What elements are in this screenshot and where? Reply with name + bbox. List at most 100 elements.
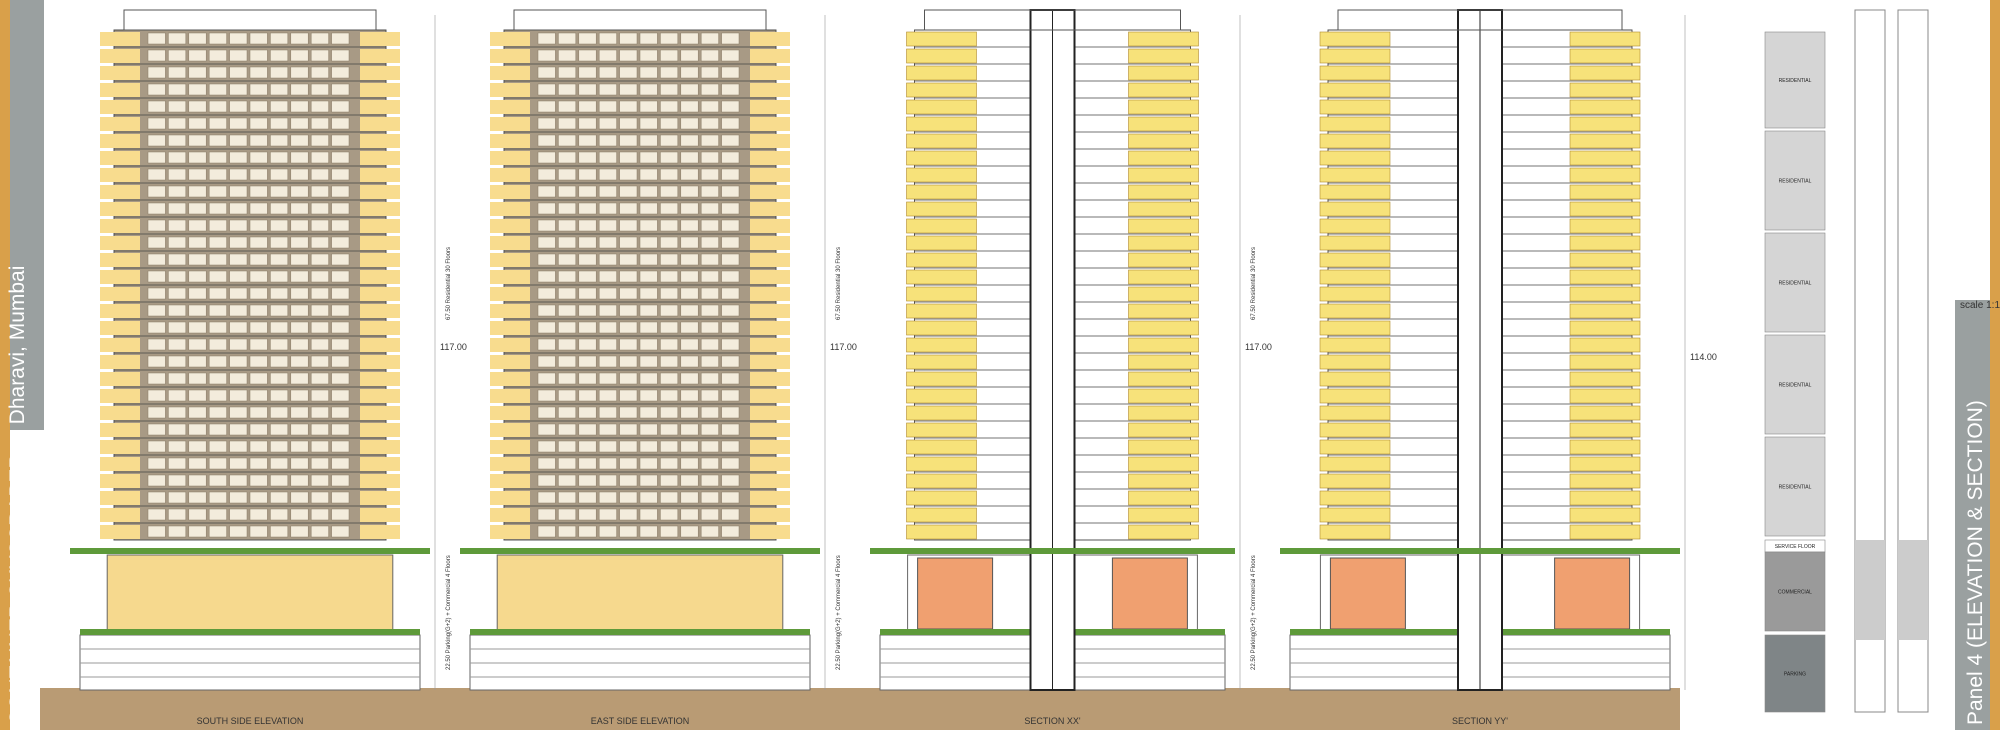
unit xyxy=(906,235,977,251)
window xyxy=(331,66,350,79)
window xyxy=(290,236,309,249)
container xyxy=(490,202,530,216)
container xyxy=(750,185,790,199)
window xyxy=(660,304,679,317)
window xyxy=(290,321,309,334)
window xyxy=(558,406,577,419)
window xyxy=(208,134,227,147)
window xyxy=(290,117,309,130)
unit xyxy=(1569,303,1641,319)
window xyxy=(290,406,309,419)
window xyxy=(598,525,617,538)
window xyxy=(270,474,289,487)
unit xyxy=(1319,150,1391,166)
window xyxy=(188,219,207,232)
container xyxy=(360,32,400,46)
window xyxy=(680,372,699,385)
unit xyxy=(1128,235,1199,251)
window xyxy=(721,219,740,232)
window xyxy=(660,389,679,402)
window xyxy=(639,406,658,419)
window xyxy=(537,236,556,249)
window xyxy=(147,253,166,266)
unit xyxy=(1319,167,1391,183)
window xyxy=(598,406,617,419)
window xyxy=(188,236,207,249)
container xyxy=(100,525,140,539)
window xyxy=(639,423,658,436)
window xyxy=(598,372,617,385)
window xyxy=(168,66,187,79)
unit xyxy=(906,133,977,149)
container xyxy=(100,134,140,148)
window xyxy=(290,185,309,198)
window xyxy=(721,253,740,266)
window xyxy=(578,49,597,62)
window xyxy=(598,151,617,164)
window xyxy=(639,185,658,198)
unit xyxy=(906,405,977,421)
plinth xyxy=(460,548,820,554)
window xyxy=(331,508,350,521)
window xyxy=(290,338,309,351)
container xyxy=(750,474,790,488)
zone-label: RESIDENTIAL xyxy=(1779,281,1812,287)
window xyxy=(660,440,679,453)
unit xyxy=(906,252,977,268)
unit xyxy=(906,116,977,132)
base-dim: 22.50 Parking(G+2) + Commercial 4 Floors xyxy=(836,555,842,670)
height-label: 117.00 xyxy=(1245,342,1272,352)
window xyxy=(537,304,556,317)
window xyxy=(229,304,248,317)
window xyxy=(558,49,577,62)
window xyxy=(700,287,719,300)
unit xyxy=(1569,65,1641,81)
window xyxy=(619,236,638,249)
window xyxy=(700,236,719,249)
window xyxy=(537,355,556,368)
residential-dim: 67.50 Residential 30 Floors xyxy=(446,247,452,320)
window xyxy=(168,423,187,436)
container xyxy=(750,168,790,182)
container xyxy=(360,389,400,403)
window xyxy=(700,474,719,487)
container xyxy=(360,508,400,522)
window xyxy=(168,100,187,113)
container xyxy=(490,83,530,97)
window xyxy=(721,100,740,113)
window xyxy=(229,49,248,62)
window xyxy=(249,287,268,300)
window xyxy=(208,491,227,504)
window xyxy=(147,83,166,96)
zone xyxy=(1764,130,1826,231)
commercial xyxy=(1111,557,1188,630)
window xyxy=(188,100,207,113)
zone xyxy=(1764,31,1826,129)
window xyxy=(680,83,699,96)
window xyxy=(680,100,699,113)
panel-box xyxy=(1955,300,1990,730)
window xyxy=(331,287,350,300)
window xyxy=(208,236,227,249)
window xyxy=(537,270,556,283)
window xyxy=(147,66,166,79)
container xyxy=(360,525,400,539)
window xyxy=(537,508,556,521)
window xyxy=(249,168,268,181)
window xyxy=(270,134,289,147)
window xyxy=(598,304,617,317)
unit xyxy=(1569,252,1641,268)
window xyxy=(558,270,577,283)
container xyxy=(360,168,400,182)
unit xyxy=(906,286,977,302)
window xyxy=(229,100,248,113)
window xyxy=(270,100,289,113)
window xyxy=(721,270,740,283)
window xyxy=(270,406,289,419)
container xyxy=(100,83,140,97)
container xyxy=(750,32,790,46)
window xyxy=(700,100,719,113)
crown xyxy=(1337,9,1623,31)
container xyxy=(490,219,530,233)
unit xyxy=(1128,65,1199,81)
